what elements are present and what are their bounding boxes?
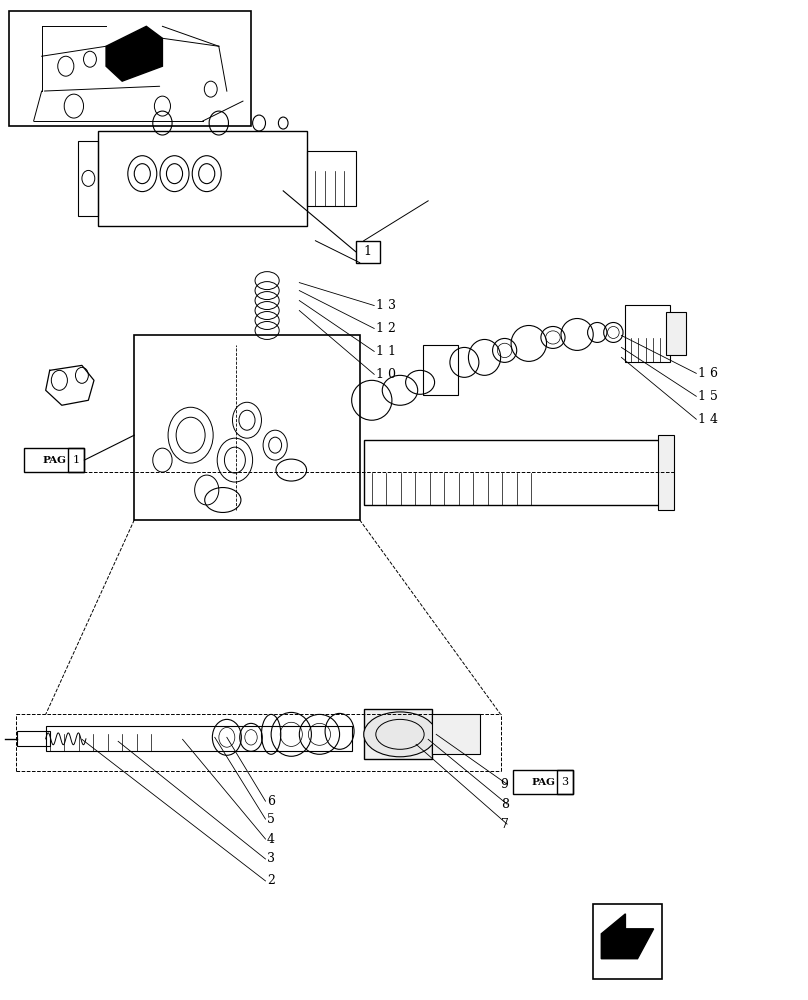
Text: 1 5: 1 5 <box>698 390 718 403</box>
Text: 1 0: 1 0 <box>376 368 396 381</box>
Text: 6: 6 <box>267 795 275 808</box>
Bar <box>513 770 573 794</box>
Text: PAG: PAG <box>43 456 66 465</box>
Bar <box>423 345 458 395</box>
Bar <box>10 11 251 126</box>
Text: 4: 4 <box>267 833 275 846</box>
Circle shape <box>64 94 83 118</box>
Circle shape <box>154 96 170 116</box>
Text: 1 4: 1 4 <box>698 413 718 426</box>
Ellipse shape <box>364 712 436 757</box>
Bar <box>24 448 84 472</box>
Polygon shape <box>601 914 654 959</box>
Text: PAG: PAG <box>532 778 555 787</box>
Bar <box>307 151 356 206</box>
Text: 5: 5 <box>267 813 275 826</box>
Text: 3: 3 <box>562 777 569 787</box>
Bar <box>68 448 84 472</box>
Text: 1 3: 1 3 <box>376 299 396 312</box>
Text: 1 2: 1 2 <box>376 322 396 335</box>
Text: 2: 2 <box>267 874 275 887</box>
Bar <box>666 312 686 355</box>
Text: 1: 1 <box>73 455 80 465</box>
Bar <box>46 726 351 751</box>
Bar <box>98 131 307 226</box>
Text: 1: 1 <box>364 245 372 258</box>
Bar <box>593 904 662 979</box>
Bar <box>364 440 670 505</box>
Bar <box>557 770 573 794</box>
Text: 7: 7 <box>501 818 508 831</box>
Text: 1 1: 1 1 <box>376 345 396 358</box>
Bar <box>625 305 670 362</box>
Bar <box>78 141 98 216</box>
Text: 9: 9 <box>501 778 508 791</box>
Bar <box>356 241 380 263</box>
Bar <box>432 714 481 754</box>
Text: 8: 8 <box>501 798 508 811</box>
Polygon shape <box>106 26 162 81</box>
Text: 3: 3 <box>267 852 275 865</box>
Bar <box>18 731 50 746</box>
Bar <box>658 435 674 510</box>
Text: 1 6: 1 6 <box>698 367 718 380</box>
Bar <box>134 335 360 520</box>
Bar <box>364 709 432 759</box>
